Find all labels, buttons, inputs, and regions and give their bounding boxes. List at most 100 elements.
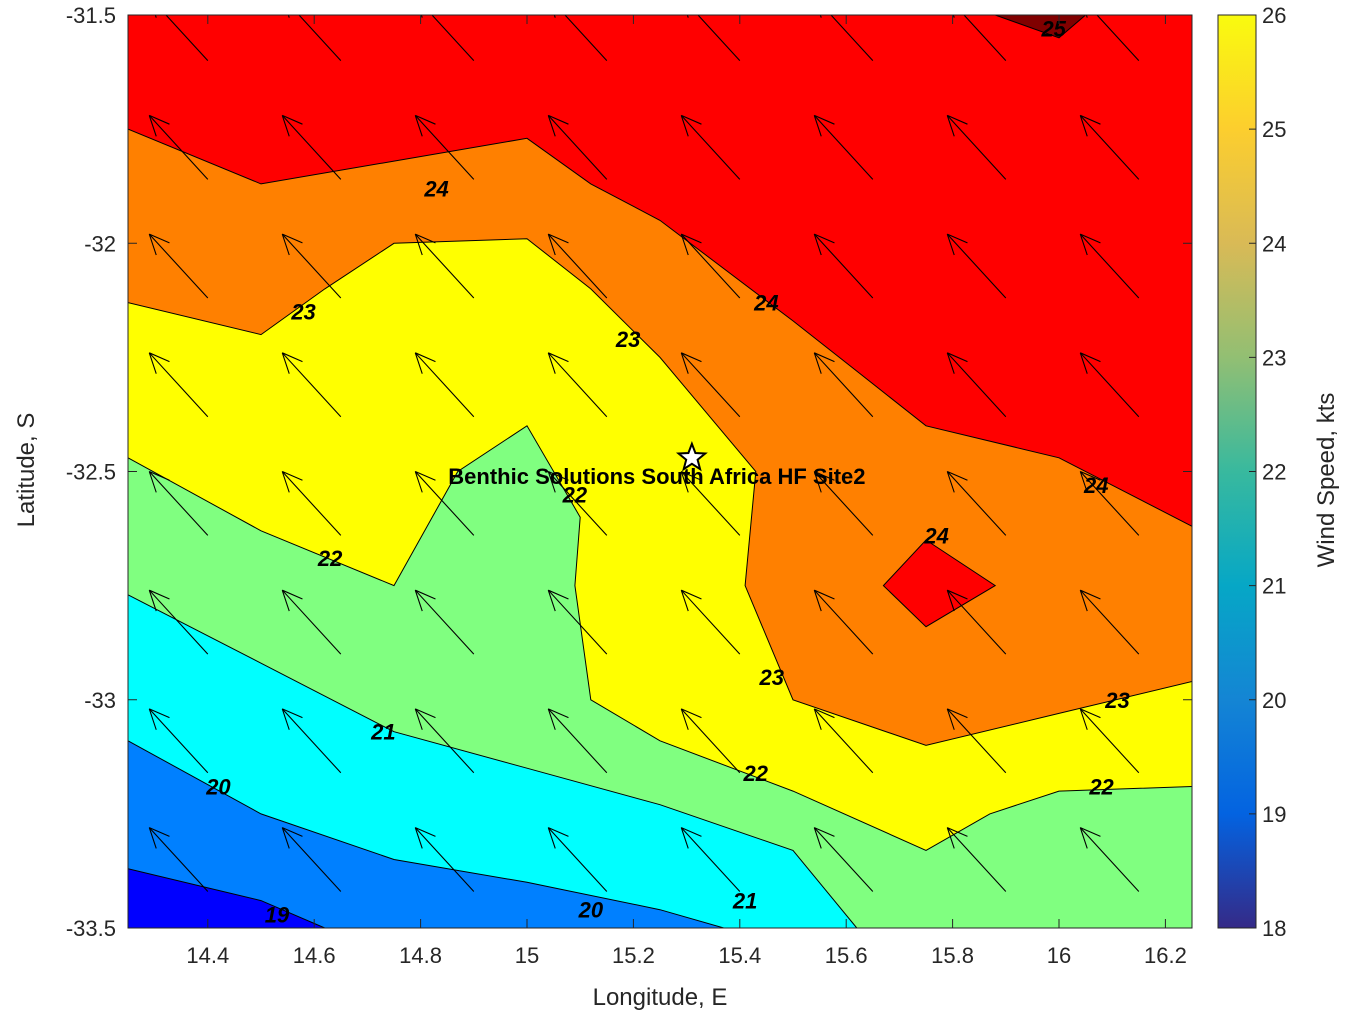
wind-arrow-63 <box>1079 827 1140 892</box>
wind-arrow-55 <box>946 827 1007 892</box>
wind-arrow-22 <box>414 708 475 774</box>
contour-label-8: 23 <box>758 665 783 690</box>
wind-arrow-9 <box>281 114 342 180</box>
wind-arrow-1 <box>148 114 209 180</box>
wind-arrow-31 <box>547 827 608 892</box>
wind-arrow-38 <box>680 708 741 774</box>
wind-vector-field <box>148 15 1140 892</box>
wind-arrow-24 <box>553 15 608 62</box>
x-tick-label-4: 15.2 <box>612 943 655 968</box>
x-tick-label-1: 14.6 <box>293 943 336 968</box>
contour-line-25-7 <box>995 15 1086 39</box>
x-tick-label-0: 14.4 <box>186 943 229 968</box>
x-tick-label-6: 15.6 <box>825 943 868 968</box>
colorbar-tick-label-1: 19 <box>1262 802 1286 827</box>
wind-arrow-48 <box>952 15 1007 62</box>
contour-line-20-1 <box>128 740 724 928</box>
wind-arrow-35 <box>680 352 741 418</box>
wind-arrow-39 <box>680 827 741 892</box>
wind-arrow-26 <box>547 233 608 299</box>
y-tick-label-3: -33 <box>84 688 116 713</box>
x-tick-label-2: 14.8 <box>399 943 442 968</box>
wind-arrow-0 <box>154 15 209 62</box>
wind-arrow-50 <box>946 233 1007 299</box>
wind-arrow-18 <box>414 233 475 299</box>
wind-arrow-17 <box>414 114 475 180</box>
colorbar-tick-label-6: 24 <box>1262 231 1286 256</box>
contour-label-1: 23 <box>290 300 315 325</box>
wind-arrow-23 <box>414 827 475 892</box>
y-tick-label-1: -32 <box>84 231 116 256</box>
wind-arrow-53 <box>946 589 1007 655</box>
wind-arrow-14 <box>281 708 342 774</box>
contour-label-0: 24 <box>423 176 448 201</box>
wind-arrow-54 <box>946 708 1007 774</box>
x-tick-label-9: 16.2 <box>1144 943 1187 968</box>
y-tick-label-4: -33.5 <box>66 916 116 941</box>
wind-arrow-28 <box>547 470 608 536</box>
wind-arrow-29 <box>547 589 608 655</box>
wind-arrow-27 <box>547 352 608 418</box>
colorbar-label: Wind Speed, kts <box>1313 393 1340 568</box>
wind-arrow-59 <box>1079 352 1140 418</box>
wind-arrow-44 <box>813 470 874 536</box>
fill-band-20 <box>128 740 724 928</box>
y-tick-label-0: -31.5 <box>66 3 116 28</box>
contour-label-5: 24 <box>923 523 948 548</box>
y-axis-label: Latitude, S <box>13 413 40 528</box>
colorbar-ticks: 18 19 20 21 22 23 24 25 26 <box>1249 3 1286 941</box>
contour-line-24-6 <box>882 539 997 628</box>
site-star-icon <box>675 440 708 472</box>
contour-label-17: 25 <box>1040 17 1066 42</box>
colorbar-tick-label-8: 26 <box>1262 3 1286 28</box>
wind-arrow-60 <box>1079 470 1140 536</box>
wind-arrow-10 <box>281 233 342 299</box>
wind-arrow-46 <box>813 708 874 774</box>
colorbar-tick-label-0: 18 <box>1262 916 1286 941</box>
wind-arrow-6 <box>148 708 209 774</box>
wind-arrow-47 <box>813 827 874 892</box>
contour-label-16: 20 <box>578 898 604 923</box>
plot-area: 24 23 23 24 24 24 22 22 23 23 21 22 22 20 21 19 20 25 Ben… <box>127 14 1193 929</box>
wind-arrow-37 <box>680 589 741 655</box>
contour-label-10: 21 <box>370 720 395 745</box>
wind-arrow-52 <box>946 470 1007 536</box>
colorbar-tick-label-2: 20 <box>1262 688 1286 713</box>
wind-arrow-25 <box>547 114 608 180</box>
contour-label-6: 22 <box>317 546 343 571</box>
x-axis-label: Longitude, E <box>593 984 728 1011</box>
wind-arrow-7 <box>148 827 209 892</box>
contour-line-23-4 <box>128 238 1192 746</box>
contour-line-24-5 <box>128 128 1192 527</box>
wind-arrow-21 <box>414 589 475 655</box>
wind-arrow-8 <box>287 15 342 62</box>
contour-label-14: 21 <box>732 889 757 914</box>
wind-arrow-5 <box>148 589 209 655</box>
fill-pocket-24 <box>883 540 996 627</box>
wind-arrow-3 <box>148 352 209 418</box>
wind-arrow-61 <box>1079 589 1140 655</box>
wind-arrow-13 <box>281 589 342 655</box>
wind-arrow-4 <box>148 470 209 536</box>
contour-label-11: 22 <box>743 761 769 786</box>
wind-arrow-58 <box>1079 233 1140 299</box>
contour-labels: 24 23 23 24 24 24 22 22 23 23 21 22 22 20 21 19 20 25 <box>205 17 1130 928</box>
colorbar-tick-label-4: 22 <box>1262 460 1286 485</box>
wind-arrow-15 <box>281 827 342 892</box>
wind-arrow-11 <box>281 352 342 418</box>
y-axis: -31.5 -32 -32.5 -33 -33.5 <box>66 3 1192 941</box>
y-tick-label-2: -32.5 <box>66 460 116 485</box>
contour-label-7: 22 <box>562 482 588 507</box>
contour-lines <box>128 15 1192 928</box>
wind-arrow-12 <box>281 470 342 536</box>
wind-arrow-57 <box>1079 114 1140 180</box>
x-tick-label-3: 15 <box>515 943 539 968</box>
contour-label-12: 22 <box>1088 774 1114 799</box>
x-tick-label-7: 15.8 <box>931 943 974 968</box>
contour-line-21-2 <box>128 594 858 928</box>
wind-arrow-34 <box>680 233 741 299</box>
wind-arrow-40 <box>819 15 874 62</box>
contour-line-19-0 <box>128 868 325 928</box>
fill-band-19 <box>128 868 325 928</box>
